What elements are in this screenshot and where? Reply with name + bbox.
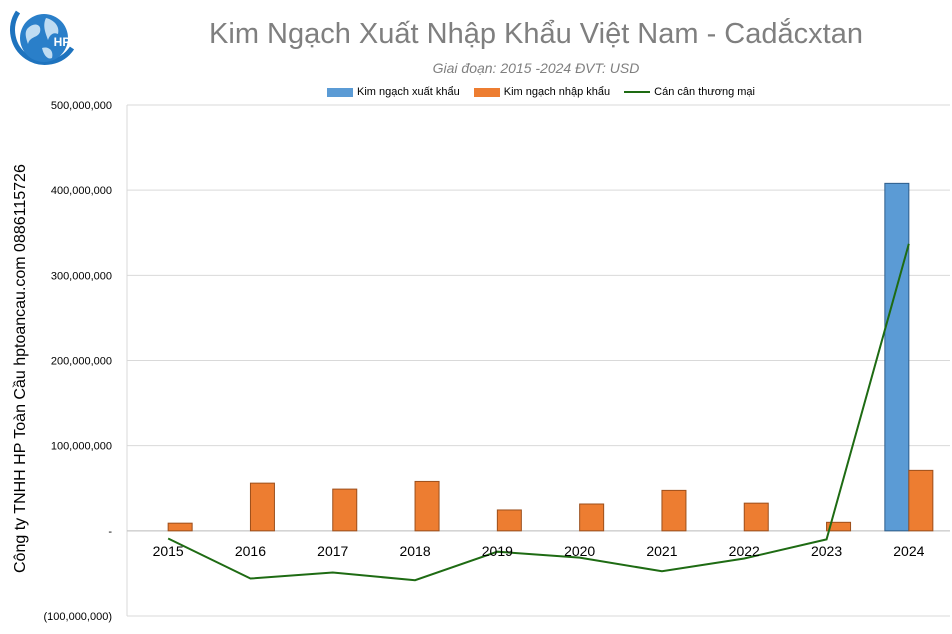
x-tick-label: 2024 [893, 543, 924, 559]
x-tick-label: 2022 [729, 543, 760, 559]
legend-label-import: Kim ngạch nhập khẩu [503, 86, 611, 98]
legend-item-export: Kim ngạch xuất khẩu [327, 86, 460, 98]
logo-text: HP [54, 35, 71, 49]
x-tick-label: 2023 [811, 543, 842, 559]
bar-export-2024 [884, 182, 910, 532]
bar-import-2024 [908, 469, 934, 532]
legend-swatch-export [327, 87, 354, 97]
logo-ring [10, 10, 75, 65]
bar-import-2021 [661, 489, 687, 532]
line-trade-balance [167, 243, 910, 582]
legend-label-export: Kim ngạch xuất khẩu [357, 86, 460, 98]
bar-import-2018 [414, 480, 440, 532]
y-tick-label: 100,000,000 [51, 441, 112, 453]
x-tick-label: 2021 [646, 543, 677, 559]
x-tick-label: 2016 [235, 543, 266, 559]
chart-subtitle: Giai đoạn: 2015 -2024 ĐVT: USD [432, 60, 640, 76]
bar-import-2016 [249, 482, 275, 532]
bar-import-2020 [579, 503, 605, 532]
y-tick-label: 500,000,000 [51, 100, 112, 112]
x-tick-label: 2017 [317, 543, 348, 559]
x-tick-label: 2018 [399, 543, 430, 559]
y-tick-label: (100,000,000) [44, 611, 113, 623]
bar-import-2022 [743, 502, 769, 532]
legend-label-balance: Cán cân thương mại [654, 86, 755, 98]
x-tick-label: 2019 [482, 543, 513, 559]
bar-import-2019 [496, 509, 522, 532]
y-tick-label: 300,000,000 [51, 270, 112, 282]
y-tick-label: - [108, 526, 112, 538]
legend-item-balance: Cán cân thương mại [624, 86, 755, 98]
bar-import-2023 [826, 521, 852, 532]
y-tick-label: 200,000,000 [51, 356, 112, 368]
legend-swatch-import [473, 87, 500, 97]
chart-title: Kim Ngạch Xuất Nhập Khẩu Việt Nam - Cadắ… [209, 18, 863, 50]
bar-import-2015 [167, 522, 193, 532]
x-tick-label: 2020 [564, 543, 595, 559]
legend-swatch-balance [624, 91, 651, 93]
bar-import-2017 [332, 488, 358, 532]
y-tick-label: 400,000,000 [51, 185, 112, 197]
company-logo: HP [10, 10, 75, 65]
x-tick-label: 2015 [153, 543, 184, 559]
legend-item-import: Kim ngạch nhập khẩu [473, 86, 611, 98]
chart-legend: Kim ngạch xuất khẩu Kim ngạch nhập khẩu … [0, 84, 952, 100]
